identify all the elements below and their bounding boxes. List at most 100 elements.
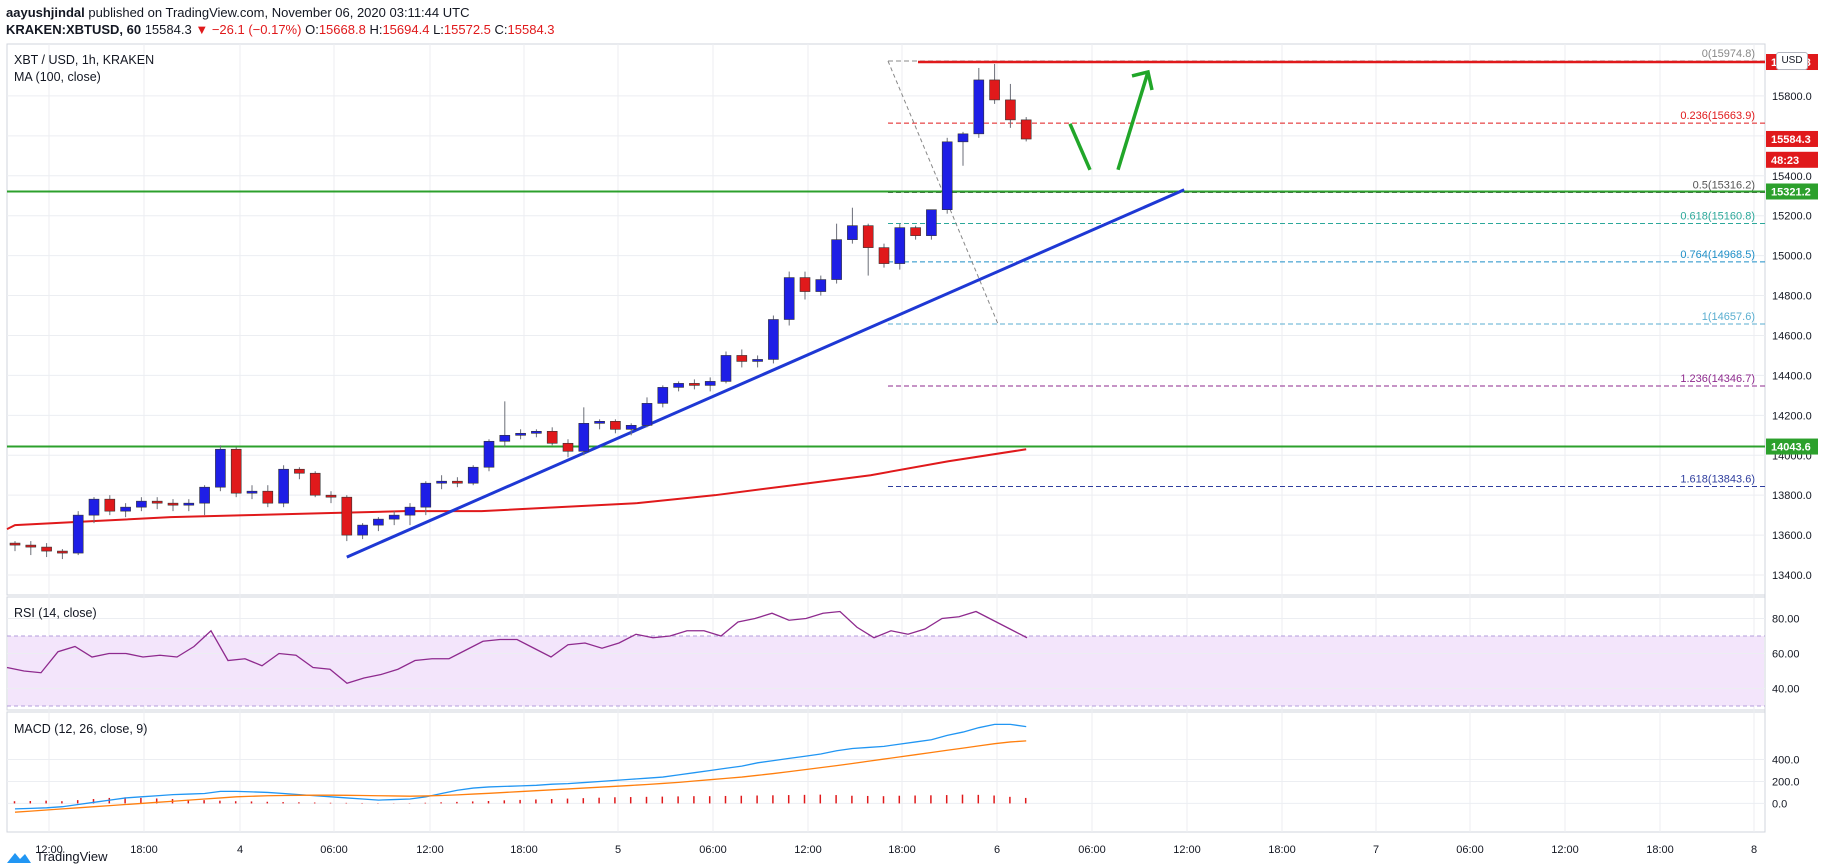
x-tick-label: 12:00 [1551,844,1579,856]
candle-body [9,542,21,546]
candle-body [610,421,621,430]
last-price: 15584.3 [144,22,192,37]
price-badge-label: 48:23 [1771,155,1799,167]
candle-body [941,141,953,210]
candle-body [120,506,131,512]
y-tick-label: 15200.0 [1772,211,1812,223]
candle-body [673,383,684,388]
candle-body [894,227,906,264]
y-tick-label: 15800.0 [1772,91,1812,103]
rsi-band [8,636,1764,706]
candle-body [704,381,716,386]
macd-y-tick: 200.0 [1772,776,1800,788]
candle-body [578,423,590,452]
candle-body [88,498,100,516]
candle-body [294,468,305,474]
candle-body [546,430,558,444]
candle-body [641,403,653,426]
y-tick-label: 14400.0 [1772,370,1812,382]
candle-body [151,500,163,504]
candle-body [657,387,669,404]
fib-level-label: 1.618(13843.6) [1680,473,1755,485]
macd-panel-frame [6,711,1766,833]
candle-body [404,506,416,516]
x-tick-label: 06:00 [1078,844,1106,856]
macd-legend: MACD (12, 26, close, 9) [14,722,148,736]
candle-body [815,279,827,292]
candle-body [483,440,495,468]
candle-body [452,480,463,484]
fib-level-label: 1.236(14346.7) [1680,373,1755,385]
rsi-y-tick: 80.00 [1772,614,1800,626]
x-tick-label: 12:00 [35,844,63,856]
publish-line: aayushjindal published on TradingView.co… [6,5,469,20]
x-tick-label: 12:00 [794,844,822,856]
candle-body [467,466,479,484]
x-tick-label: 5 [615,844,621,856]
candle-body [862,225,874,248]
candle-body [752,359,763,362]
fib-level-label: 0(15974.8) [1702,48,1755,60]
publish-info: published on TradingView.com, November 0… [88,5,470,20]
candle-body [25,544,37,548]
rsi-legend: RSI (14, close) [14,606,97,620]
macd-signal-line [14,740,1027,813]
low-label: L: [433,22,444,37]
x-tick-label: 06:00 [320,844,348,856]
candle-body [373,518,384,526]
high-label: H: [369,22,383,37]
candle-body [1020,119,1032,140]
y-tick-label: 13800.0 [1772,490,1812,502]
open-label: O: [305,22,319,37]
brand-name[interactable]: TradingView [36,849,108,864]
price-badge-label: 14043.6 [1771,442,1811,454]
price-badge [1766,130,1818,147]
candle-body [783,277,795,320]
y-tick-label: 14200.0 [1772,410,1812,422]
x-tick-label: 06:00 [699,844,727,856]
candle-body [720,355,732,382]
y-tick-label: 15400.0 [1772,171,1812,183]
tradingview-logo-icon [7,852,31,863]
rsi-line [6,610,1028,684]
footer-brand: TradingView [6,849,108,864]
candle-body [689,383,700,386]
close-label: C: [494,22,508,37]
arrow-head-icon [1131,69,1154,91]
candle-body [1005,99,1016,121]
x-tick-label: 18:00 [130,844,158,856]
price-change: −26.1 (−0.17%) [211,22,302,37]
candle-body [357,524,368,536]
x-tick-label: 8 [1751,844,1757,856]
candle-body [973,79,985,135]
candle-body [246,490,258,494]
currency-button[interactable]: USD [1776,52,1808,70]
price-badge [1766,438,1818,455]
main-panel-title: XBT / USD, 1h, KRAKEN [14,53,155,67]
x-tick-label: 12:00 [1173,844,1201,856]
candle-body [957,133,969,143]
candle-body [736,355,748,362]
macd-line [14,723,1027,810]
candle-body [104,498,116,512]
rsi-y-tick: 40.00 [1772,684,1800,696]
candle-body [278,468,289,504]
x-tick-label: 18:00 [510,844,538,856]
candle-body [562,442,574,452]
price-badge [1766,183,1818,200]
candle-body [625,425,637,430]
fib-level-label: 0.764(14968.5) [1680,249,1755,261]
candle-body [926,209,937,236]
candle-body [199,486,210,504]
symbol-code: KRAKEN:XBTUSD, 60 [6,22,142,37]
candle-body [262,490,274,504]
projection-arrow-down [1068,123,1092,171]
candle-body [167,502,179,506]
publisher-name[interactable]: aayushjindal [6,5,85,20]
candle-body [878,247,890,264]
ma-line [6,448,1027,531]
y-tick-label: 15000.0 [1772,251,1812,263]
candle-body [420,482,432,508]
y-tick-label: 13400.0 [1772,570,1812,582]
